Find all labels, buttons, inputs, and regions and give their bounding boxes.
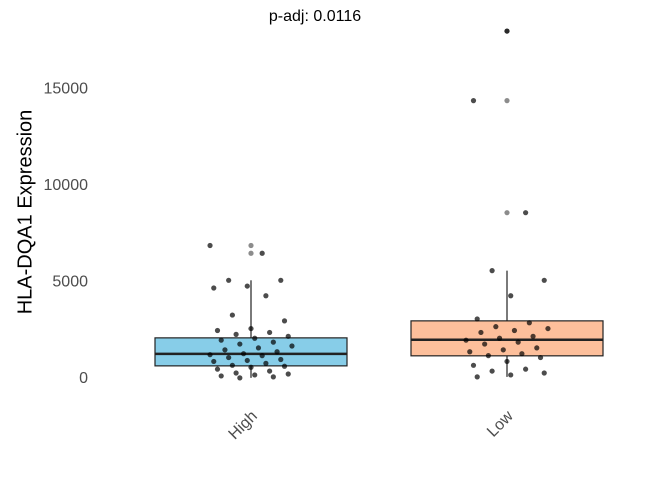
y-axis-label: HLA-DQA1 Expression [14,110,36,315]
outlier [504,98,510,104]
point [470,362,477,368]
y-tick-label: 10000 [44,177,89,194]
point [218,337,224,343]
point [244,283,250,289]
point [281,363,288,369]
point [222,347,228,353]
point [237,341,243,347]
point [270,374,276,380]
point [218,373,224,379]
point [482,341,488,347]
point [214,366,221,372]
point [229,312,235,318]
point [285,333,291,339]
y-tick-label: 5000 [52,273,88,290]
point [534,345,540,351]
point [530,333,536,339]
point [233,370,239,376]
point [504,28,510,34]
point [541,277,547,283]
point [515,339,521,345]
point [214,327,221,334]
point [541,370,547,376]
y-tick-label: 0 [79,370,88,387]
point [485,353,491,359]
outlier [248,250,254,256]
point [211,285,217,291]
point [274,349,280,355]
point [207,352,213,358]
point [248,325,254,332]
point [508,372,514,378]
point [508,293,514,299]
point [281,318,288,324]
point [526,320,532,326]
point [537,354,544,361]
point [248,364,254,370]
point [226,354,232,361]
point [289,343,295,349]
point [226,277,232,283]
point [244,357,250,364]
point [474,316,480,322]
point [267,368,273,374]
point [519,351,525,357]
point [278,277,284,283]
chart-title: p-adj: 0.0116 [269,8,361,25]
point [267,329,273,336]
outlier [504,210,510,216]
point [523,366,529,372]
point [463,337,469,343]
point [493,324,499,330]
point [237,375,243,381]
point [255,345,262,351]
point [470,98,477,104]
outlier [248,242,254,249]
x-tick-label: Low [484,407,517,440]
point [263,360,269,366]
point [259,250,265,256]
point [496,335,503,341]
point [270,339,276,345]
point [278,356,284,363]
box [410,320,604,357]
x-tick-label: High [226,408,261,443]
point [545,325,551,332]
point [467,349,473,355]
point [474,374,480,380]
point [478,329,484,336]
point [252,372,258,378]
point [489,268,495,274]
box [154,337,348,367]
point [523,210,529,216]
point [259,353,265,359]
point [500,347,506,353]
point [240,351,247,357]
point [489,368,495,374]
point [207,242,213,249]
y-tick-label: 15000 [44,80,89,97]
point [511,327,518,334]
point [229,362,235,368]
point [252,335,258,341]
point [211,358,217,365]
point [285,371,291,377]
point [263,293,269,299]
point [233,331,239,337]
point [504,358,510,365]
